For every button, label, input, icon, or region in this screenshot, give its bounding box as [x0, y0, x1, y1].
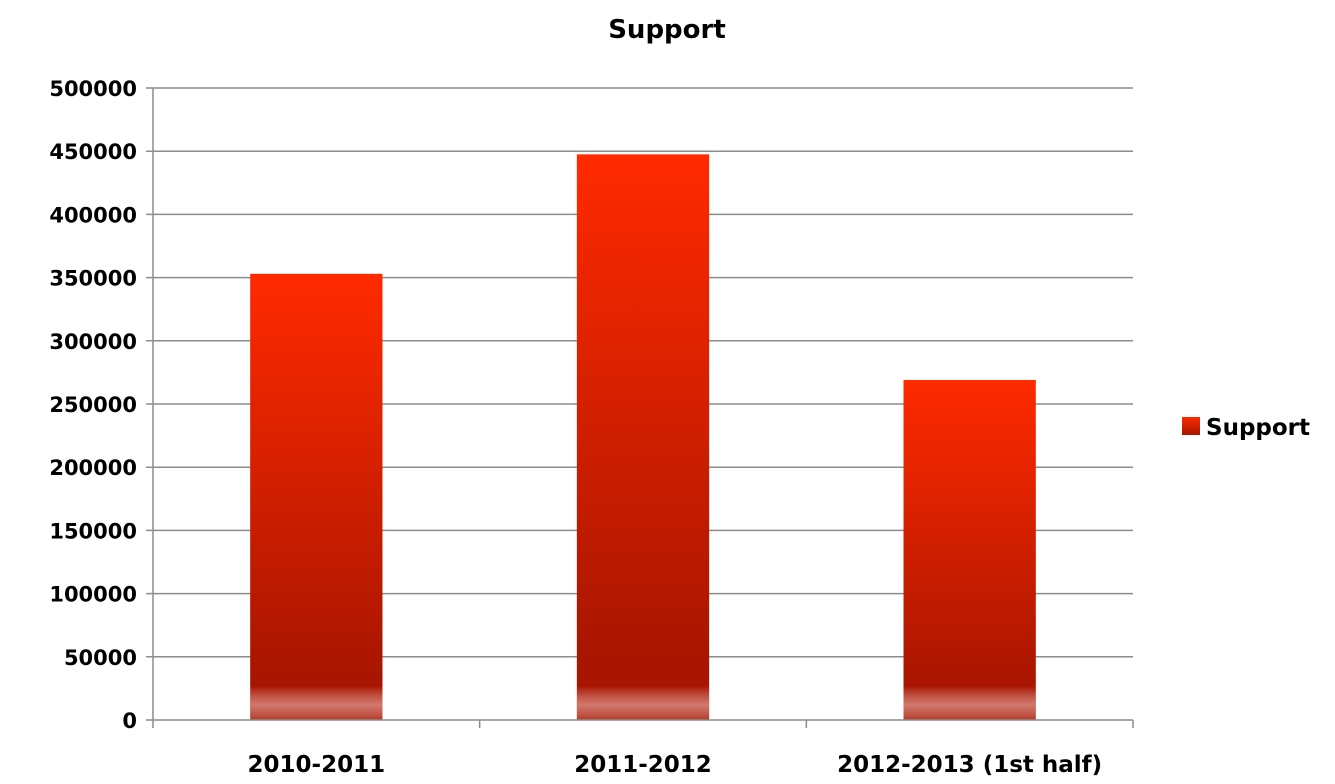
- bar-base-highlight: [250, 686, 383, 720]
- legend: Support: [1182, 415, 1310, 441]
- x-axis: [146, 88, 1134, 728]
- x-tick-label: 2011-2012: [574, 752, 712, 778]
- y-tick-label: 100000: [49, 583, 137, 607]
- x-tick-label: 2012-2013 (1st half): [837, 752, 1102, 778]
- y-tick-label: 150000: [49, 519, 137, 543]
- x-axis-ticks: 2010-2011 2011-2012 2012-2013 (1st half): [248, 752, 1103, 778]
- y-tick-label: 450000: [49, 140, 137, 164]
- y-tick-label: 500000: [49, 77, 137, 101]
- y-tick-label: 250000: [49, 393, 137, 417]
- legend-label-support: Support: [1206, 415, 1310, 441]
- y-axis-ticks: 0 50000 100000 150000 200000 250000 300000 3500…: [49, 77, 137, 733]
- bar-2011-2012: [576, 154, 710, 721]
- legend-swatch-support: [1182, 417, 1200, 435]
- y-tick-label: 300000: [49, 330, 137, 354]
- bar-2012-2013-1st-half: [903, 379, 1036, 720]
- bar-base-highlight: [576, 686, 710, 720]
- bar-2010-2011: [250, 273, 383, 720]
- y-tick-label: 50000: [64, 646, 137, 670]
- y-tick-label: 0: [122, 709, 137, 733]
- y-tick-label: 200000: [49, 456, 137, 480]
- bar-base-highlight: [903, 686, 1036, 720]
- bars: [250, 154, 1036, 721]
- y-tick-label: 400000: [49, 203, 137, 227]
- chart-title: Support: [608, 15, 726, 45]
- y-tick-label: 350000: [49, 267, 137, 291]
- x-tick-label: 2010-2011: [248, 752, 386, 778]
